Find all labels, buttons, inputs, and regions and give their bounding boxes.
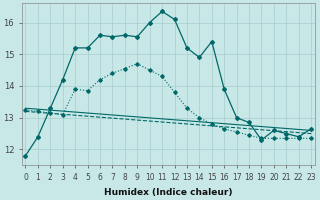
X-axis label: Humidex (Indice chaleur): Humidex (Indice chaleur) [104,188,233,197]
